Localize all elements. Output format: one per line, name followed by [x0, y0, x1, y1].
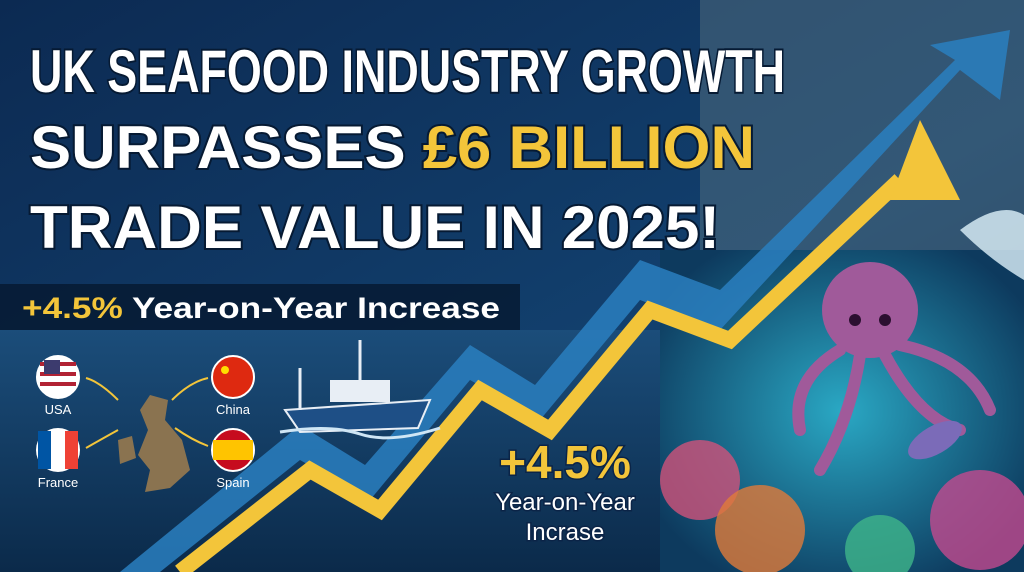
trade-arrow: [171, 377, 209, 401]
octopus-arms: [792, 339, 996, 476]
wave: [279, 426, 441, 440]
trade-arrow: [85, 429, 119, 449]
coral: [930, 470, 1024, 570]
country-label: Spain: [216, 475, 249, 490]
flag-band: [38, 431, 51, 469]
gold-arrow-head: [890, 120, 960, 200]
title-highlight: £6 BILLION: [423, 114, 755, 181]
coral: [845, 515, 915, 572]
splash: [960, 210, 1024, 280]
sea: [0, 330, 700, 572]
callout-line: Year-on-Year: [495, 489, 635, 516]
blue-arrow: [120, 30, 1010, 572]
coral: [715, 485, 805, 572]
trade-arrow: [85, 377, 119, 401]
title-line: TRADE VALUE IN 2025!: [30, 194, 720, 261]
flag-stripe: [40, 382, 76, 386]
flag-band: [213, 440, 253, 460]
octopus-head: [822, 262, 918, 358]
country-label: France: [38, 475, 78, 490]
coral: [660, 440, 740, 520]
ireland-map: [118, 436, 136, 464]
flag-star: [221, 366, 229, 374]
boat-cabin: [330, 380, 390, 402]
country-label: USA: [45, 402, 72, 417]
uk-map: [138, 395, 190, 492]
flag-canton: [44, 360, 60, 374]
flag-china: [211, 355, 255, 399]
boat-hull: [283, 398, 432, 434]
title-text: SURPASSES: [30, 114, 406, 181]
gold-arrow: [175, 174, 906, 572]
octopus-eye: [879, 314, 891, 326]
title-line: SURPASSES £6 BILLION: [30, 114, 755, 181]
squid: [908, 420, 962, 460]
title-line: UK SEAFOOD INDUSTRY GROWTH: [30, 38, 785, 105]
country-label: China: [216, 402, 251, 417]
subtitle-figure: +4.5%: [22, 292, 123, 325]
trade-arrow: [174, 427, 209, 447]
flag-band: [65, 431, 78, 469]
subtitle-band: [0, 284, 520, 330]
callout-figure: +4.5%: [499, 436, 631, 488]
subtitle-text: Year-on-Year Increase: [132, 292, 500, 325]
octopus-eye: [849, 314, 861, 326]
subtitle: +4.5% Year-on-Year Increase: [22, 292, 500, 325]
callout-line: Incrase: [526, 519, 605, 546]
